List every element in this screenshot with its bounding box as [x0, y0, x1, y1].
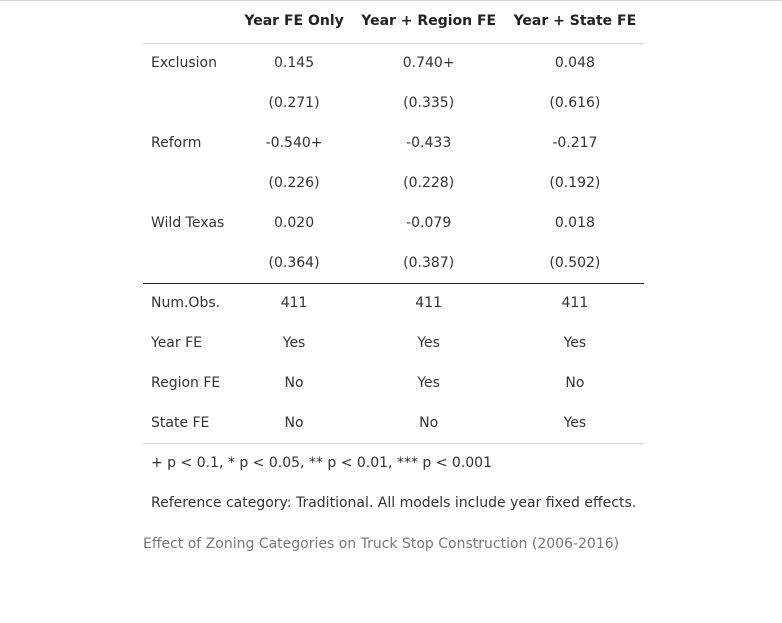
stat-cell: No	[351, 403, 506, 444]
se-cell: (0.387)	[403, 254, 455, 271]
stat-row-state-fe: State FE No No Yes	[143, 403, 645, 444]
coef-row-reform: Reform -0.540+ -0.433 -0.217	[143, 123, 644, 163]
se-cell: (0.228)	[403, 175, 455, 191]
stat-row-region-fe: Region FE No Yes No	[143, 363, 644, 403]
stat-row-num-obs: Num.Obs. 411 411 411	[143, 282, 645, 323]
row-label-blank	[143, 243, 236, 283]
se-cell: (0.192)	[549, 175, 601, 191]
row-label: Exclusion	[151, 55, 217, 72]
se-row-exclusion: (0.271) (0.335) (0.616)	[143, 83, 644, 123]
coef-cell: 0.145	[274, 55, 315, 72]
table-caption: Effect of Zoning Categories on Truck Sto…	[143, 536, 620, 552]
stat-cell: 411	[236, 282, 352, 323]
coef-cell: -0.433	[406, 135, 452, 151]
se-cell: (0.335)	[403, 95, 455, 111]
coef-cell: -0.217	[552, 135, 598, 151]
coef-cell: -0.540+	[265, 135, 323, 151]
se-row-wild-texas: (0.364) (0.387) (0.502)	[143, 243, 644, 283]
header-row: Year FE Only Year + Region FE Year + Sta…	[143, 0, 645, 44]
coef-cell: 0.020	[274, 215, 315, 231]
se-cell: (0.226)	[268, 175, 320, 191]
header-model-2: Year + Region FE	[351, 0, 506, 44]
row-label: Region FE	[151, 375, 221, 391]
stat-cell: No	[236, 403, 352, 444]
stat-cell: Yes	[417, 375, 440, 391]
row-label: State FE	[143, 403, 237, 444]
regression-table-container: Year FE Only Year + Region FE Year + Sta…	[143, 0, 645, 523]
stat-row-year-fe: Year FE Yes Yes Yes	[143, 323, 644, 363]
coef-row-exclusion: Exclusion 0.145 0.740+ 0.048	[143, 43, 644, 83]
stat-cell: Yes	[563, 335, 587, 351]
stat-cell: Yes	[282, 335, 306, 351]
se-cell: (0.502)	[549, 254, 601, 271]
header-model-3: Year + State FE	[505, 0, 645, 44]
footnote-row-significance: + p < 0.1, * p < 0.05, ** p < 0.01, *** …	[143, 443, 644, 483]
se-cell: (0.616)	[549, 95, 601, 111]
footnote-row-reference: Reference category: Traditional. All mod…	[143, 483, 644, 523]
stat-cell: 411	[351, 282, 506, 323]
stat-cell: No	[284, 375, 304, 391]
coef-cell: 0.740+	[402, 55, 455, 72]
se-row-reform: (0.226) (0.228) (0.192)	[143, 163, 644, 203]
row-label-blank	[143, 83, 236, 123]
row-label: Wild Texas	[151, 215, 225, 231]
coef-row-wild-texas: Wild Texas 0.020 -0.079 0.018	[143, 203, 644, 243]
row-label: Year FE	[151, 335, 202, 351]
stat-cell: Yes	[505, 403, 645, 444]
se-cell: (0.271)	[268, 95, 320, 111]
coef-cell: 0.018	[554, 215, 595, 231]
header-model-1: Year FE Only	[236, 0, 352, 44]
stat-cell: Yes	[417, 335, 440, 351]
coef-cell: 0.048	[554, 55, 595, 72]
reference-note: Reference category: Traditional. All mod…	[151, 495, 637, 511]
stat-cell: 411	[505, 282, 645, 323]
row-label-blank	[143, 163, 236, 203]
significance-note: + p < 0.1, * p < 0.05, ** p < 0.01, *** …	[151, 455, 492, 472]
header-blank	[143, 0, 237, 44]
row-label: Reform	[151, 135, 202, 151]
se-cell: (0.364)	[268, 254, 320, 271]
regression-table: Year FE Only Year + Region FE Year + Sta…	[143, 0, 645, 523]
coef-cell: -0.079	[406, 215, 452, 231]
stat-cell: No	[565, 375, 585, 391]
row-label: Num.Obs.	[143, 282, 237, 323]
